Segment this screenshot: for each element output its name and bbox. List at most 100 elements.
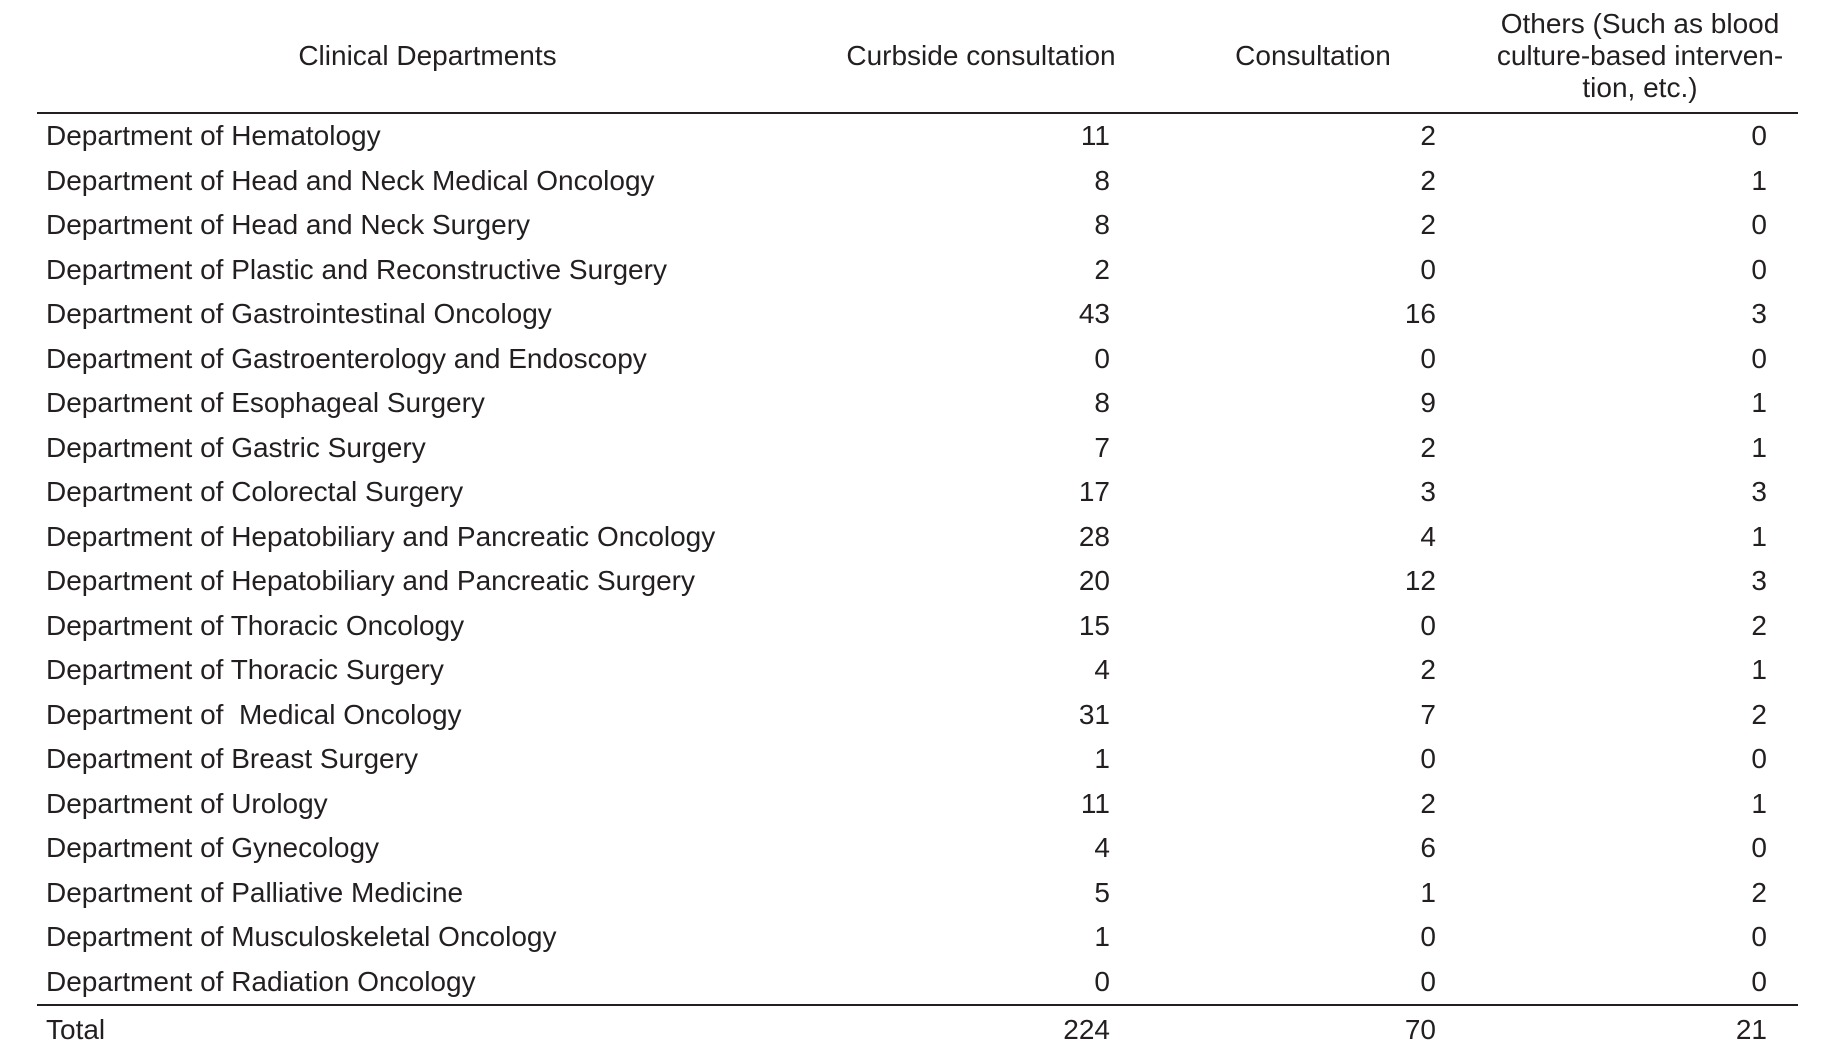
department-cell: Department of Urology [46,787,328,819]
consultation-value-cell: 2 [1420,787,1436,819]
table-row: Department of Gastroenterology and Endos… [37,337,1798,382]
table-row: Department of Esophageal Surgery 8 9 1 [37,381,1798,426]
col-header-others: Others (Such as blood culture-based inte… [1496,8,1784,103]
department-cell: Department of Hematology [37,112,818,159]
department-cell: Department of Head and Neck Surgery [46,209,531,241]
curbside-value-cell: 4 [1094,832,1110,864]
col-header-consultation: Consultation [1235,40,1391,71]
table-row: Department of Medical Oncology 31 7 2 [37,693,1798,738]
curbside-value-cell: 11 [818,112,1144,159]
table-row: Department of Gynecology 4 6 0 [37,826,1798,871]
curbside-value-cell: 1 [1094,921,1110,953]
consultation-value-cell: 2 [1420,164,1436,196]
others-value-cell: 2 [1751,698,1767,730]
table-row: Department of Thoracic Surgery 4 2 1 [37,648,1798,693]
consultation-value-cell: 2 [1144,112,1482,159]
consultation-value-cell: 0 [1420,342,1436,374]
table-body: Department of Hematology 11 2 0 Department o… [37,112,1798,1006]
department-cell: Department of Gastroenterology and Endos… [46,342,647,374]
others-value-cell: 2 [1751,876,1767,908]
department-cell: Department of Thoracic Oncology [46,609,465,641]
others-value-cell: 2 [1751,609,1767,641]
table-row: Department of Head and Neck Surgery 8 2 0 [37,203,1798,248]
curbside-value-cell: 31 [1078,698,1110,730]
consultation-value-cell: 6 [1420,832,1436,864]
col-header-clinical-departments: Clinical Departments [298,40,557,71]
table-row: Department of Hepatobiliary and Pancreat… [37,515,1798,560]
total-consultation-value: 70 [1144,1004,1482,1054]
table-row: Department of Radiation Oncology 0 0 0 [37,960,1798,1006]
others-value-cell: 0 [1751,253,1767,285]
curbside-value-cell: 4 [1094,654,1110,686]
others-value-cell: 1 [1751,520,1767,552]
department-cell: Department of Head and Neck Medical Onco… [46,164,655,196]
consultation-value-cell: 3 [1420,476,1436,508]
others-value-cell: 0 [1751,342,1767,374]
consultation-value-cell: 0 [1420,609,1436,641]
department-cell: Department of Thoracic Surgery [46,654,444,686]
others-value-cell: 0 [1751,921,1767,953]
consultation-value-cell: 4 [1420,520,1436,552]
others-value-cell: 1 [1751,431,1767,463]
curbside-value-cell: 8 [1094,387,1110,419]
department-cell: Department of Palliative Medicine [46,876,464,908]
curbside-value-cell: 8 [1094,164,1110,196]
total-label: Total [37,1004,818,1054]
table-row: Department of Hematology 11 2 0 [37,112,1798,159]
curbside-value-cell: 7 [1094,431,1110,463]
consultation-value-cell: 2 [1420,431,1436,463]
total-curbside-value: 224 [818,1004,1144,1054]
table-row: Department of Gastrointestinal Oncology 4… [37,292,1798,337]
others-value-cell: 0 [1751,832,1767,864]
others-value-cell: 3 [1751,565,1767,597]
col-header-curbside-consultation: Curbside consultation [846,40,1116,71]
department-cell: Department of Gastric Surgery [46,431,426,463]
consultation-value-cell: 2 [1420,654,1436,686]
others-value-cell: 1 [1751,654,1767,686]
others-value-cell: 3 [1751,298,1767,330]
consultation-value-cell: 0 [1420,743,1436,775]
curbside-value-cell: 20 [1078,565,1110,597]
others-value-cell: 3 [1751,476,1767,508]
header-row: Clinical Departments Curbside consultati… [37,0,1798,113]
others-value-cell: 0 [1482,112,1798,159]
department-cell: Department of Musculoskeletal Oncology [46,921,557,953]
curbside-value-cell: 28 [1078,520,1110,552]
consultation-value-cell: 12 [1404,565,1436,597]
others-value-cell: 1 [1751,387,1767,419]
table-row: Department of Palliative Medicine 5 1 2 [37,871,1798,916]
curbside-value-cell: 2 [1094,253,1110,285]
department-cell: Department of Plastic and Reconstructive… [46,253,667,285]
clinical-departments-consultation-table: Clinical Departments Curbside consultati… [37,0,1798,1054]
department-cell: Department of Hepatobiliary and Pancreat… [46,565,696,597]
consultation-value-cell: 1 [1420,876,1436,908]
department-cell: Department of Breast Surgery [46,743,418,775]
consultation-value-cell: 2 [1420,209,1436,241]
table-row: Department of Urology 11 2 1 [37,782,1798,827]
department-cell: Department of Gynecology [46,832,380,864]
total-row: Total 224 70 21 [37,1004,1798,1054]
department-cell: Department of Hepatobiliary and Pancreat… [46,520,716,552]
others-value-cell: 0 [1751,743,1767,775]
consultation-value-cell: 0 [1420,921,1436,953]
consultation-value-cell: 16 [1404,298,1436,330]
consultation-value-cell: 7 [1420,698,1436,730]
table-row: Department of Head and Neck Medical Onco… [37,159,1798,204]
table-row: Department of Musculoskeletal Oncology 1 0… [37,915,1798,960]
curbside-value-cell: 1 [1094,743,1110,775]
curbside-value-cell: 17 [1078,476,1110,508]
curbside-value-cell: 11 [1080,787,1110,819]
others-value-cell: 1 [1751,787,1767,819]
department-cell: Department of Radiation Oncology [46,965,476,997]
curbside-value-cell: 0 [1094,965,1110,997]
consultation-value-cell: 0 [1420,253,1436,285]
total-others-value: 21 [1482,1004,1798,1054]
department-cell: Department of Medical Oncology [46,698,462,730]
curbside-value-cell: 15 [1078,609,1110,641]
curbside-value-cell: 8 [1094,209,1110,241]
others-value-cell: 0 [1751,209,1767,241]
department-cell: Department of Gastrointestinal Oncology [46,298,552,330]
department-cell: Department of Esophageal Surgery [46,387,485,419]
curbside-value-cell: 5 [1094,876,1110,908]
table-row: Department of Hepatobiliary and Pancreat… [37,559,1798,604]
